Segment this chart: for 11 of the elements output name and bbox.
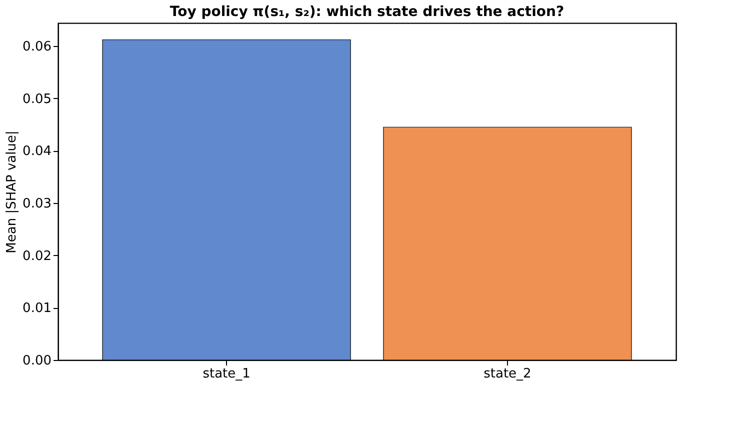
- y-tick-label: 0.06: [22, 40, 52, 55]
- y-tick-label: 0.00: [22, 354, 52, 368]
- y-tick-label: 0.03: [22, 196, 52, 212]
- y-tick-label: 0.05: [22, 92, 52, 107]
- y-tick-label: 0.01: [22, 301, 52, 316]
- x-tick-label: state_2: [484, 366, 532, 382]
- x-tick-label: state_1: [202, 366, 250, 382]
- y-tick-label: 0.04: [22, 144, 52, 160]
- y-tick-label: 0.02: [22, 248, 52, 264]
- chart-title: Toy policy π(s₁, s₂): which state drives the action?: [170, 4, 564, 20]
- y-axis-title: Mean |SHAP value|: [4, 130, 20, 254]
